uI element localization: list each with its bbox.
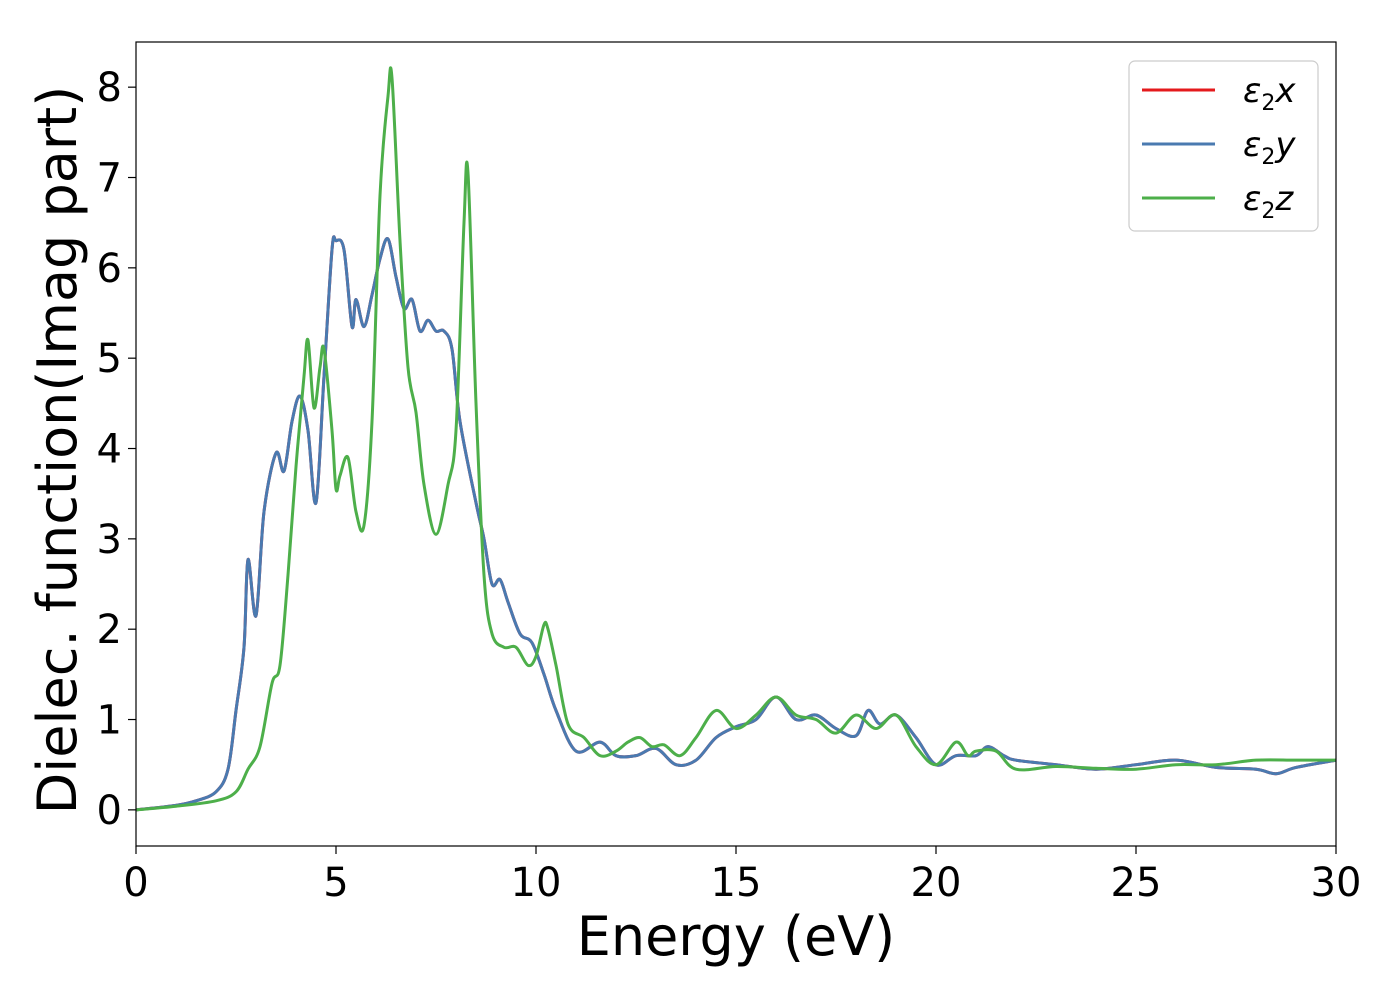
y-tick-label: 7 xyxy=(97,156,122,202)
x-tick-label: 25 xyxy=(1111,860,1162,906)
series-line-z xyxy=(136,66,1336,812)
x-tick-label: 5 xyxy=(323,860,348,906)
legend-label-y: ε2y xyxy=(1243,125,1296,170)
x-axis-title: Energy (eV) xyxy=(577,905,896,968)
legend: ε2x ε2y ε2z xyxy=(1128,60,1319,232)
series-layer xyxy=(136,66,1336,812)
axes-layer: 0 5 10 15 20 25 30 0 1 2 3 4 5 6 7 8 xyxy=(97,41,1362,906)
y-tick-label: 5 xyxy=(97,336,122,382)
legend-box xyxy=(1128,60,1319,232)
legend-label-z: ε2z xyxy=(1243,179,1294,224)
y-tick-label: 3 xyxy=(97,517,122,563)
y-tick-label: 4 xyxy=(97,427,122,473)
series-line-y xyxy=(136,235,1336,812)
x-tick-label: 15 xyxy=(711,860,762,906)
x-tick-label: 30 xyxy=(1311,860,1362,906)
y-tick-label: 8 xyxy=(97,65,122,111)
legend-label-x: ε2x xyxy=(1243,71,1296,116)
y-tick-label: 1 xyxy=(97,698,122,744)
y-tick-label: 0 xyxy=(97,788,122,834)
y-axis-title: Dielec. function(Imag part) xyxy=(26,86,89,815)
x-tick-label: 0 xyxy=(123,860,148,906)
x-tick-label: 10 xyxy=(511,860,562,906)
y-tick-label: 6 xyxy=(97,246,122,292)
x-tick-label: 20 xyxy=(911,860,962,906)
y-tick-label: 2 xyxy=(97,607,122,653)
